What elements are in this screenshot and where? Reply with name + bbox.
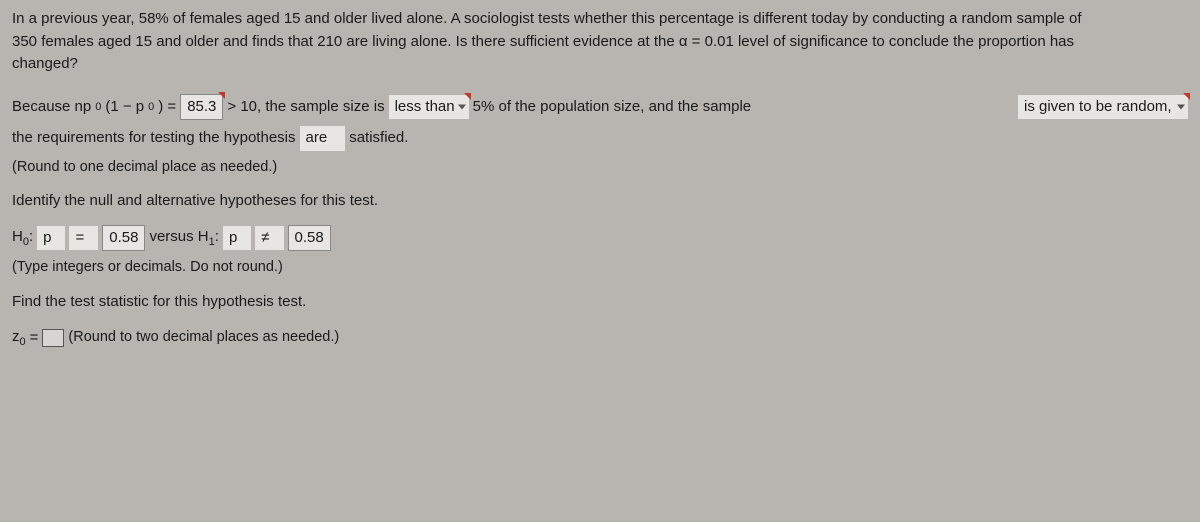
dropdown-are-label: are	[306, 127, 328, 150]
dropdown-lessthan-label: less than	[395, 96, 455, 119]
dropdown-h1-op[interactable]: ≠	[255, 226, 283, 251]
dropdown-h0-op-label: =	[75, 227, 84, 250]
dropdown-h1-param-label: p	[229, 227, 237, 250]
input-z0[interactable]	[42, 329, 64, 347]
identify-hypotheses: Identify the null and alternative hypoth…	[12, 190, 1188, 213]
conditions-line2: the requirements for testing the hypothe…	[12, 126, 1188, 151]
z0-label: z0	[12, 326, 26, 351]
sub-0a: 0	[95, 99, 101, 116]
problem-statement: In a previous year, 58% of females aged …	[12, 8, 1188, 76]
input-npq[interactable]: 85.3	[180, 94, 223, 121]
dropdown-h0-param[interactable]: p	[37, 226, 65, 251]
dropdown-h0-op[interactable]: =	[69, 226, 98, 251]
versus-label: versus H1:	[149, 226, 218, 251]
dropdown-h0-param-label: p	[43, 227, 51, 250]
sub-0b: 0	[148, 99, 154, 116]
text-satisfied: satisfied.	[349, 127, 408, 150]
round-hint-2: (Round to two decimal places as needed.)	[68, 327, 339, 349]
problem-line3: changed?	[12, 53, 1188, 76]
dropdown-h1-param[interactable]: p	[223, 226, 251, 251]
find-test-stat: Find the test statistic for this hypothe…	[12, 291, 1188, 314]
text-requirements: the requirements for testing the hypothe…	[12, 127, 296, 150]
dropdown-lessthan[interactable]: less than	[389, 95, 469, 120]
z0-line: z0 = (Round to two decimal places as nee…	[12, 326, 1188, 351]
dropdown-are[interactable]: are	[300, 126, 346, 151]
conditions-line1: Because np0 (1 − p0) = 85.3 > 10, the sa…	[12, 94, 1188, 121]
dropdown-h1-op-label: ≠	[261, 227, 269, 250]
h0-label: H0:	[12, 226, 33, 251]
caret-icon	[458, 104, 466, 109]
round-hint-1: (Round to one decimal place as needed.)	[12, 157, 1188, 179]
dropdown-random-label: is given to be random,	[1024, 96, 1172, 119]
text-pct: 5% of the population size, and the sampl…	[473, 96, 752, 119]
dropdown-random[interactable]: is given to be random,	[1018, 95, 1188, 120]
input-h0-val[interactable]: 0.58	[102, 225, 145, 252]
caret-icon	[1177, 104, 1185, 109]
text-paren: (1 − p	[105, 96, 144, 119]
input-h1-val[interactable]: 0.58	[288, 225, 331, 252]
text-gt10: > 10, the sample size is	[227, 96, 384, 119]
eq-sign: =	[30, 327, 39, 350]
problem-line1: In a previous year, 58% of females aged …	[12, 8, 1188, 31]
hypotheses-line: H0: p = 0.58 versus H1: p ≠ 0.58	[12, 225, 1188, 252]
type-hint: (Type integers or decimals. Do not round…	[12, 257, 1188, 279]
text-because: Because np	[12, 96, 91, 119]
text-paren2: ) =	[158, 96, 176, 119]
problem-line2: 350 females aged 15 and older and finds …	[12, 31, 1188, 54]
